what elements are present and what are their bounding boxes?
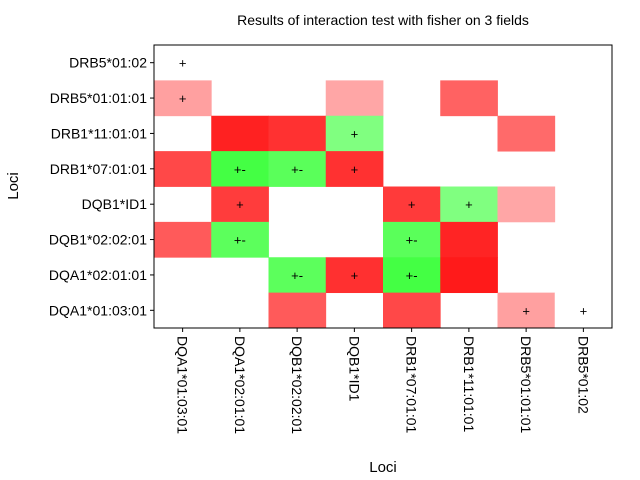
cell-label: + bbox=[236, 197, 244, 212]
heatmap-cell bbox=[154, 45, 212, 81]
heatmap-cell bbox=[497, 292, 556, 329]
y-axis-label: Loci bbox=[5, 172, 22, 200]
y-tick-label: DQA1*02:01:01 bbox=[49, 267, 147, 283]
heatmap-cell bbox=[440, 221, 498, 258]
x-tick-label: DRB1*11:01:01 bbox=[461, 336, 477, 432]
heatmap-cell bbox=[325, 115, 384, 152]
x-tick-label: DQA1*02:01:01 bbox=[232, 336, 248, 434]
heatmap-cell bbox=[211, 186, 269, 223]
cell-label: + bbox=[580, 303, 588, 318]
cell-label: + bbox=[408, 197, 416, 212]
heatmap-cell bbox=[268, 292, 327, 329]
heatmap-cell bbox=[211, 221, 269, 258]
x-tick-label: DQB1*ID1 bbox=[346, 336, 362, 402]
heatmap-cell bbox=[325, 257, 384, 294]
x-tick-label: DQB1*02:02:01 bbox=[289, 336, 305, 434]
heatmap-cells bbox=[154, 45, 613, 329]
heatmap-cell bbox=[440, 80, 498, 117]
cell-label: + bbox=[465, 197, 473, 212]
cell-label: +- bbox=[406, 268, 418, 283]
cell-label: + bbox=[179, 56, 187, 71]
heatmap-cell bbox=[383, 257, 441, 294]
y-axis-ticks: DRB5*01:02 DRB5*01:01:01 DRB1*11:01:01 DRB1… bbox=[49, 55, 154, 318]
heatmap-cell bbox=[325, 151, 384, 187]
cell-label: +- bbox=[291, 162, 303, 177]
cell-labels: + + + +- +- + + + + +- +- +- + +- + + bbox=[179, 56, 587, 319]
cell-label: + bbox=[522, 303, 530, 318]
heatmap-cell bbox=[554, 292, 613, 329]
plot-frame bbox=[153, 44, 613, 329]
cell-label: + bbox=[179, 91, 187, 106]
heatmap-cell bbox=[211, 151, 269, 187]
y-tick-label: DRB5*01:02 bbox=[69, 55, 147, 71]
heatmap-cell bbox=[325, 80, 384, 117]
cell-label: +- bbox=[406, 233, 418, 248]
heatmap-cell bbox=[497, 115, 556, 152]
x-tick-label: DRB1*07:01:01 bbox=[404, 336, 420, 434]
heatmap-cell bbox=[497, 186, 556, 223]
cell-label: + bbox=[351, 162, 359, 177]
heatmap-cell bbox=[383, 186, 441, 223]
heatmap-cell bbox=[154, 80, 212, 117]
x-tick-label: DRB5*01:02 bbox=[575, 336, 591, 414]
heatmap-cell bbox=[440, 257, 498, 294]
chart-title: Results of interaction test with fisher … bbox=[237, 12, 529, 28]
cell-label: + bbox=[351, 126, 359, 141]
cell-label: +- bbox=[291, 268, 303, 283]
cell-label: + bbox=[351, 268, 359, 283]
heatmap-cell bbox=[268, 151, 327, 187]
heatmap-cell bbox=[440, 186, 498, 223]
y-tick-label: DRB1*11:01:01 bbox=[51, 125, 147, 141]
heatmap-cell bbox=[268, 257, 327, 294]
y-tick-label: DRB1*07:01:01 bbox=[50, 161, 148, 177]
heatmap-cell bbox=[154, 221, 212, 258]
cell-label: +- bbox=[234, 162, 246, 177]
x-axis-label: Loci bbox=[369, 459, 397, 476]
y-tick-label: DQB1*02:02:01 bbox=[49, 232, 147, 248]
heatmap-cell bbox=[268, 115, 327, 152]
heatmap-cell bbox=[211, 115, 269, 152]
heatmap-cell bbox=[383, 221, 441, 258]
x-tick-label: DQA1*01:03:01 bbox=[175, 336, 191, 434]
x-tick-label: DRB5*01:01:01 bbox=[518, 336, 534, 434]
y-tick-label: DQA1*01:03:01 bbox=[49, 302, 147, 318]
x-axis-ticks: DQA1*01:03:01 DQA1*02:01:01 DQB1*02:02:01 D… bbox=[175, 328, 591, 434]
heatmap-cell bbox=[383, 292, 441, 329]
y-tick-label: DQB1*ID1 bbox=[82, 196, 148, 212]
cell-label: +- bbox=[234, 233, 246, 248]
y-tick-label: DRB5*01:01:01 bbox=[50, 90, 148, 106]
heatmap-cell bbox=[154, 151, 212, 187]
